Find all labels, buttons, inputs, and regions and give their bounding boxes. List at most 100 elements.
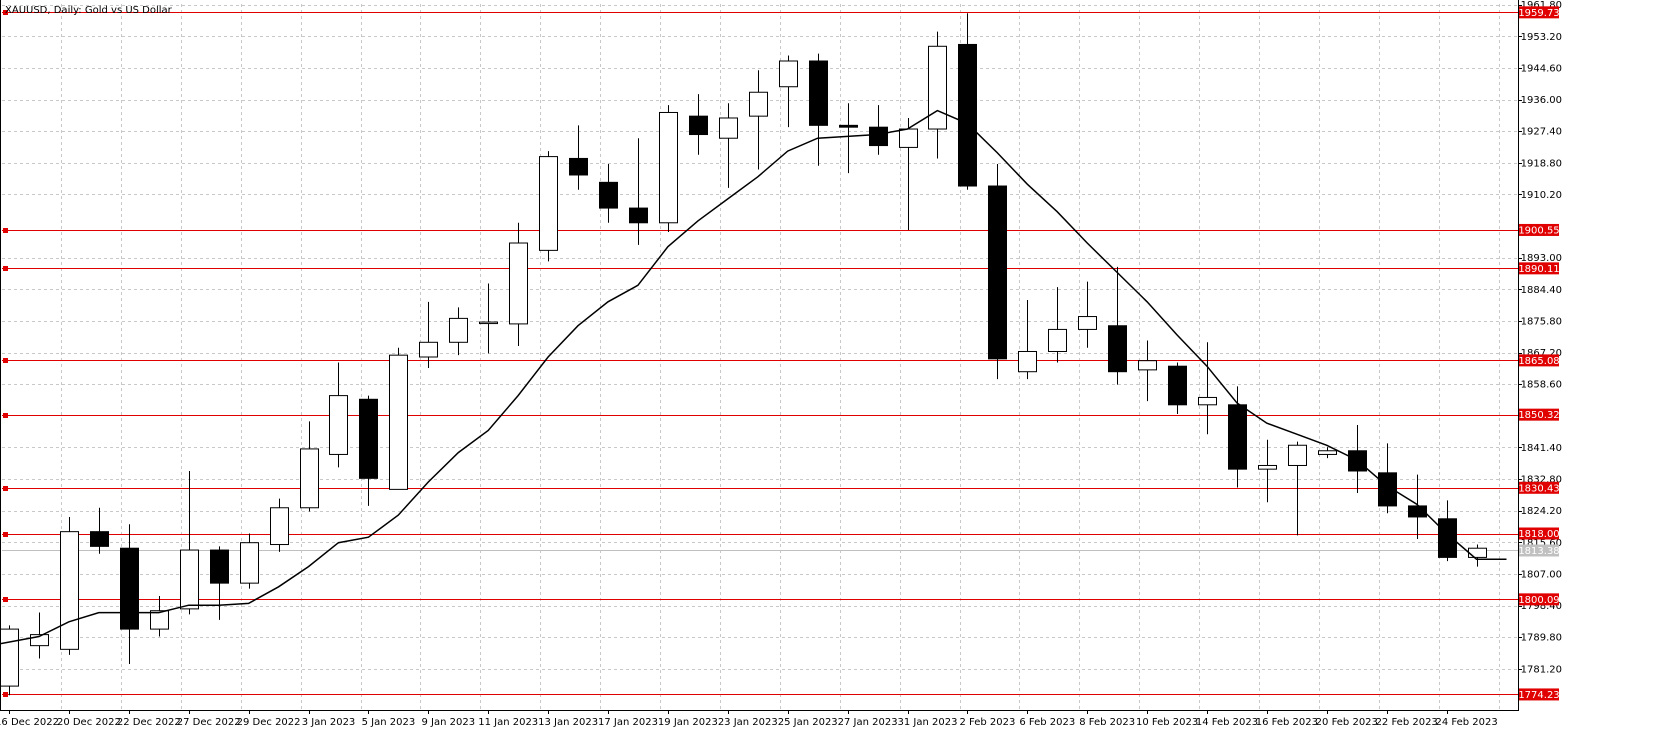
x-tick-label: 13 Jan 2023	[538, 717, 598, 728]
x-tick-label: 24 Feb 2023	[1435, 717, 1497, 728]
candle-body-down	[90, 531, 109, 547]
level-marker	[3, 10, 8, 15]
level-label: 1900.55	[1518, 225, 1559, 236]
level-label-bg	[1519, 688, 1559, 701]
candle-body-up	[1198, 396, 1217, 406]
candle-body-down	[629, 207, 648, 224]
candle-body-down	[210, 549, 229, 584]
y-tick-label: 1807.00	[1521, 569, 1562, 580]
candle-body-up	[899, 128, 918, 148]
candle-body-down	[958, 43, 977, 187]
y-tick-label: 1927.40	[1521, 127, 1562, 138]
x-tick-label: 27 Jan 2023	[838, 717, 898, 728]
x-tick-label: 17 Jan 2023	[598, 717, 658, 728]
candle-body-down	[869, 126, 888, 147]
moving-average-line	[0, 109, 1507, 645]
level-label-bg	[1519, 262, 1559, 275]
candle-body-up	[1138, 360, 1157, 371]
y-tick-label: 1875.80	[1521, 316, 1562, 327]
candle-body-up	[240, 542, 259, 584]
x-tick-label: 11 Jan 2023	[478, 717, 538, 728]
horizontal-levels	[2, 10, 1518, 697]
y-tick-label: 1953.20	[1521, 32, 1562, 43]
grid	[2, 4, 1518, 710]
candle-body-up	[719, 117, 738, 139]
level-labels: 1959.73 1900.55 1890.11 1865.08 1850.32 1830.…	[1518, 6, 1560, 701]
moving-average	[0, 109, 1507, 645]
candle-body-up	[1288, 444, 1307, 466]
y-tick-label: 1893.00	[1521, 253, 1562, 264]
candle-body-down	[120, 547, 139, 630]
candle-body-down	[1108, 325, 1127, 373]
x-tick-label: 23 Jan 2023	[718, 717, 778, 728]
level-label-bg	[1519, 593, 1559, 606]
candle-body-up	[270, 507, 289, 546]
x-tick-label: 19 Jan 2023	[658, 717, 718, 728]
candle-body-down	[689, 115, 708, 136]
y-tick-label: 1781.20	[1521, 664, 1562, 675]
level-label: 1865.08	[1518, 356, 1559, 367]
candle-body-up	[928, 45, 947, 130]
y-tick-label: 1910.20	[1521, 190, 1562, 201]
level-label: 1800.09	[1518, 595, 1559, 606]
candle-body-down	[599, 181, 618, 209]
candle-body-up	[1468, 547, 1487, 558]
x-tick-label: 31 Jan 2023	[898, 717, 958, 728]
y-tick-label: 1944.60	[1521, 63, 1562, 74]
level-label-bg	[1519, 408, 1559, 421]
current-price-label-bg	[1519, 544, 1559, 557]
x-tick-label: 27 Dec 2022	[177, 717, 241, 728]
x-tick-label: 22 Feb 2023	[1376, 717, 1438, 728]
candle-body-down	[988, 185, 1007, 360]
candle-body-down	[569, 157, 588, 176]
candle-body-up	[1078, 316, 1097, 330]
candle-body-up	[419, 341, 438, 358]
candle-body-up	[659, 111, 678, 224]
chart-title: XAUUSD, Daily: Gold vs US Dollar	[5, 5, 173, 16]
candle-body-up	[389, 354, 408, 490]
candle-body-up	[329, 395, 348, 455]
candle-body-up	[1318, 450, 1337, 455]
y-tick-label: 1798.40	[1521, 601, 1562, 612]
candle-body-up	[1048, 328, 1067, 352]
level-label-bg	[1519, 6, 1559, 19]
x-tick-label: 16 Dec 2022	[0, 717, 59, 728]
level-marker	[3, 532, 8, 537]
level-marker	[3, 692, 8, 697]
level-label-bg	[1519, 223, 1559, 236]
candle-body-up	[1258, 464, 1277, 470]
level-label-bg	[1519, 354, 1559, 367]
y-tick-label: 1884.40	[1521, 285, 1562, 296]
x-tick-label: 16 Feb 2023	[1256, 717, 1318, 728]
x-tick-label: 25 Jan 2023	[778, 717, 838, 728]
candle-body-down	[809, 60, 828, 126]
level-label-bg	[1519, 527, 1559, 540]
x-tick-label: 2 Feb 2023	[959, 717, 1015, 728]
candle-body-up	[60, 531, 79, 650]
level-label: 1818.00	[1518, 529, 1559, 540]
y-tick-label: 1789.80	[1521, 633, 1562, 644]
y-tick-label: 1918.80	[1521, 158, 1562, 169]
level-label-bg	[1519, 481, 1559, 494]
level-marker	[3, 228, 8, 233]
y-tick-label: 1841.40	[1521, 443, 1562, 454]
candle-body-down	[1438, 518, 1457, 558]
candle-body-down	[359, 398, 378, 479]
x-tick-label: 3 Jan 2023	[302, 717, 356, 728]
candle-body-down	[1168, 365, 1187, 406]
candle-body-up	[150, 610, 169, 630]
level-label: 1890.11	[1518, 264, 1559, 275]
axes: 1961.80 1953.20 1944.60 1936.00 1927.40 1918.…	[0, 0, 1562, 728]
candle-body-up	[0, 628, 19, 687]
x-tick-label: 8 Feb 2023	[1079, 717, 1135, 728]
level-label: 1850.32	[1518, 410, 1559, 421]
candle-body-down	[1228, 404, 1247, 470]
level-marker	[3, 266, 8, 271]
candle-body-down	[839, 124, 858, 128]
candle-body-up	[1018, 350, 1037, 373]
candle-body-down	[1378, 472, 1397, 507]
level-marker	[3, 486, 8, 491]
